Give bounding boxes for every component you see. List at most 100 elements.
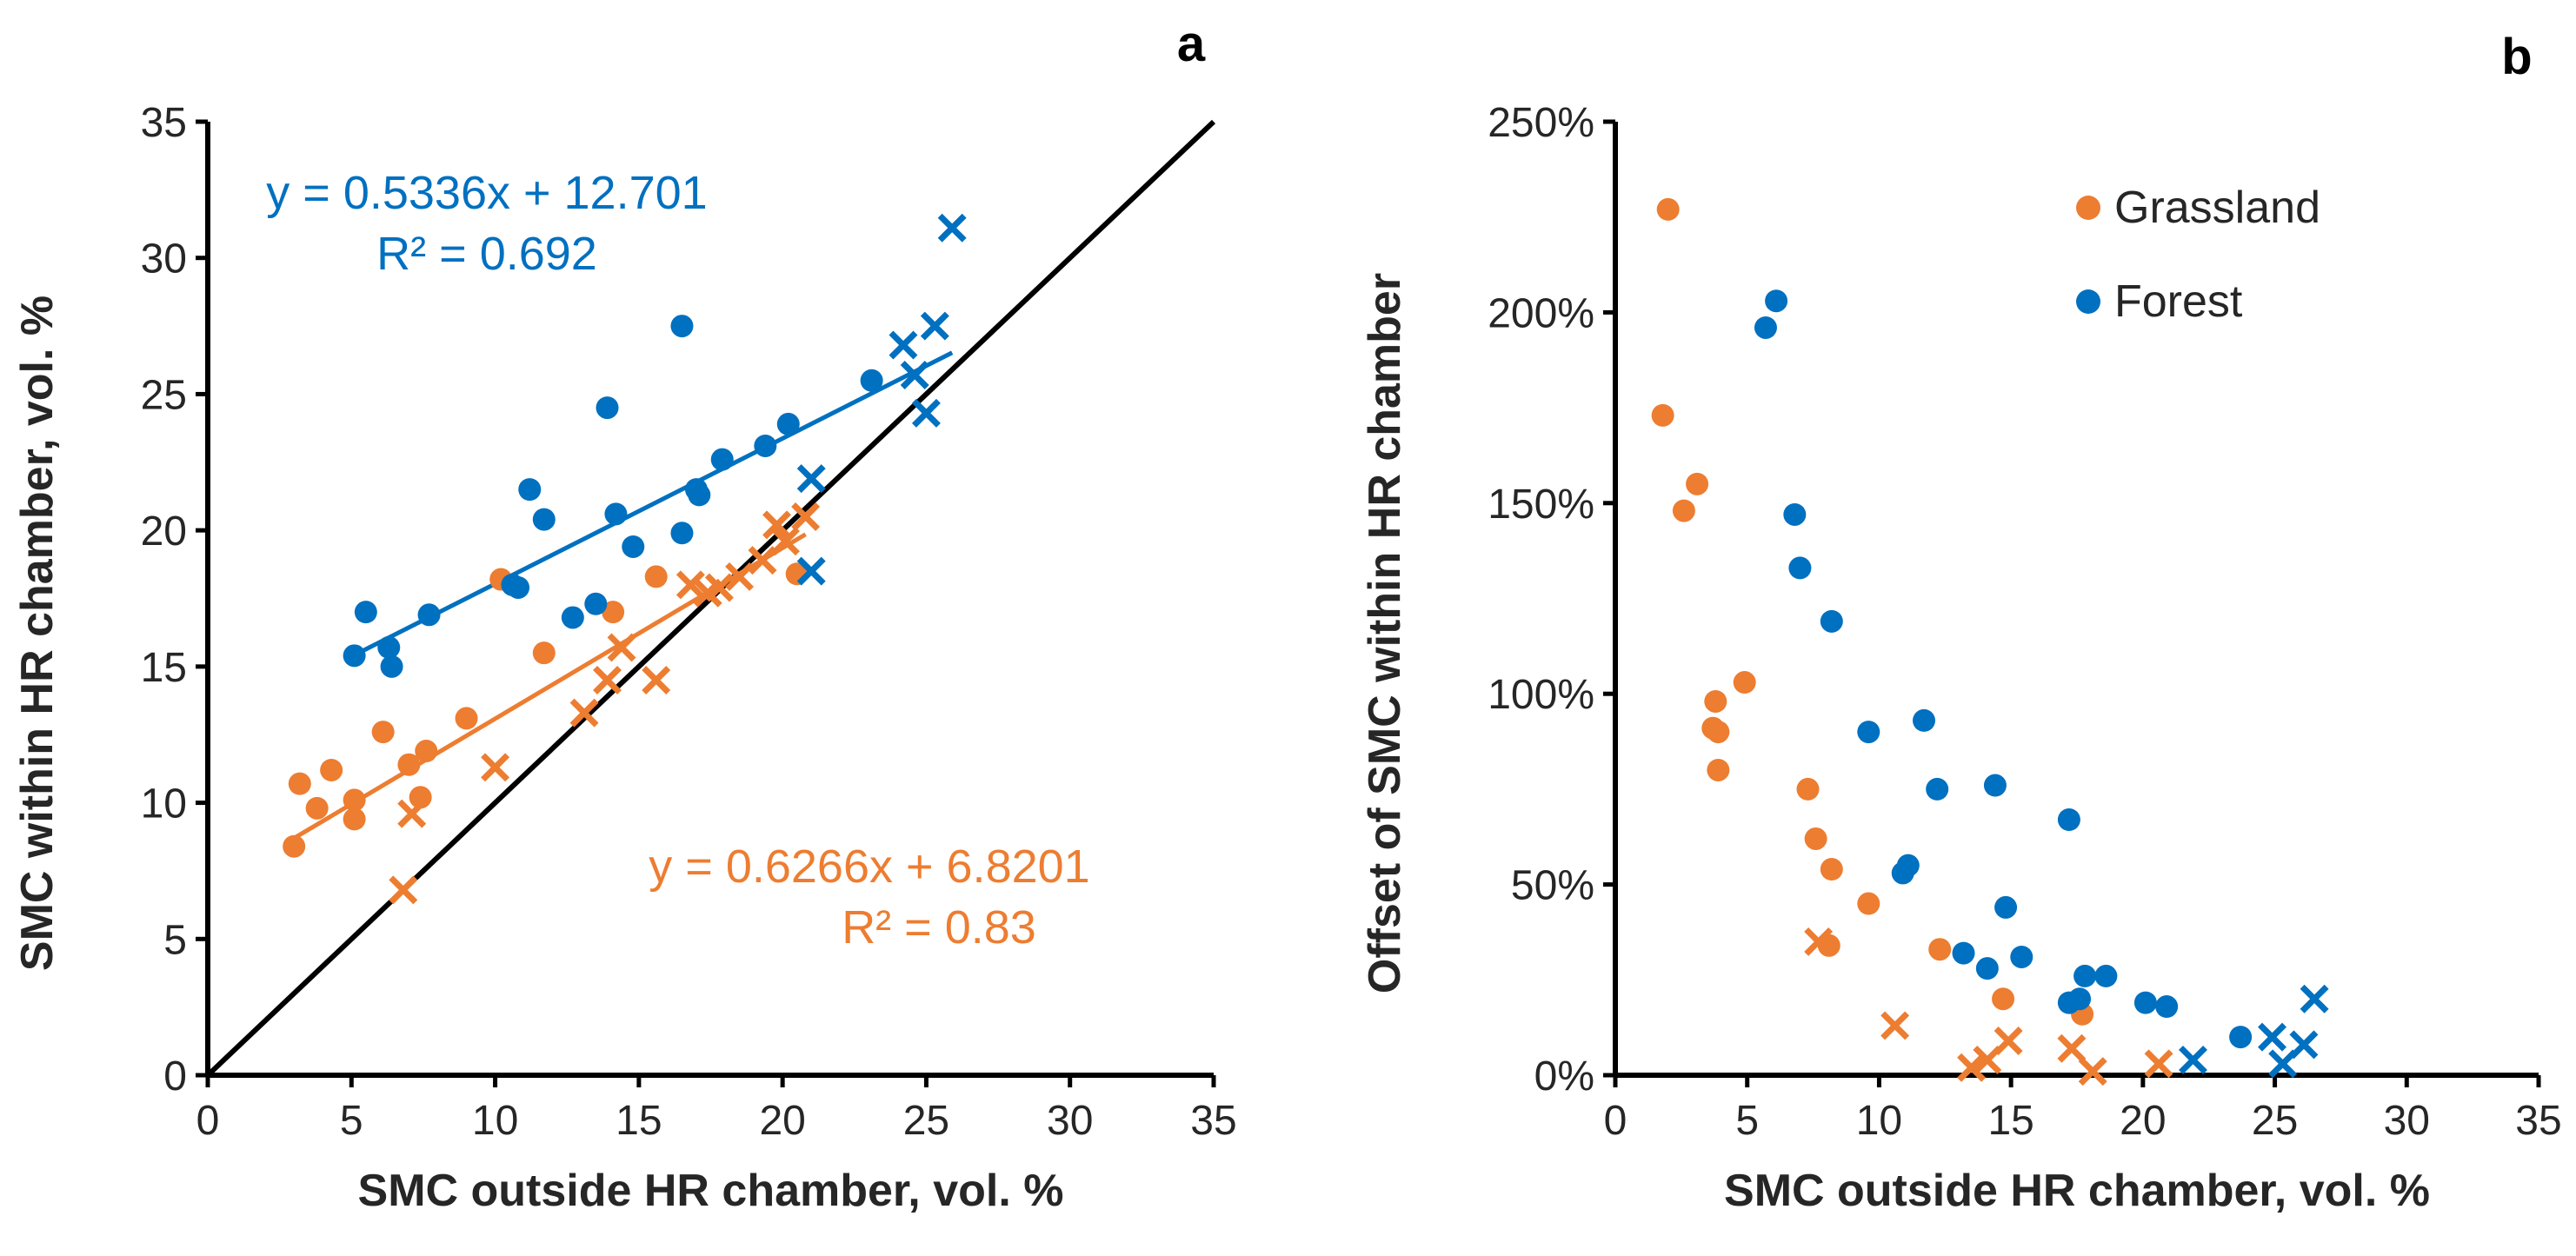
grassland-cross-point — [2057, 1033, 2087, 1063]
grassland-cross-point — [748, 546, 777, 575]
grassland-circle-point — [397, 753, 421, 776]
grassland-cross-point — [2078, 1057, 2107, 1087]
y-tick-label: 10 — [141, 781, 187, 827]
grassland-circle-point — [644, 565, 668, 588]
forest-cross-point — [2179, 1045, 2207, 1074]
forest-circle-point — [776, 412, 800, 435]
grassland-circle-point — [1707, 721, 1730, 744]
forest-circle-point — [670, 522, 694, 545]
forest-circle-point — [1783, 502, 1807, 526]
forest-circle-point — [596, 396, 619, 420]
forest-circle-point — [1754, 316, 1777, 339]
forest-circle-point — [1994, 895, 2018, 919]
forest-circle-point — [710, 448, 734, 471]
y-tick-label: 15 — [141, 645, 187, 691]
forest-circle-point — [1926, 777, 1949, 801]
forest-circle-point — [532, 508, 556, 531]
forest-cross-point — [796, 556, 826, 586]
grassland-circle-point — [305, 796, 329, 820]
y-tick-label: 20 — [141, 508, 187, 555]
forest-cross-point — [796, 464, 826, 494]
grassland-circle-point — [455, 707, 478, 730]
forest-circle-point — [1765, 289, 1788, 313]
grassland-circle-point — [1992, 987, 2015, 1011]
forest-circle-point — [1952, 941, 1975, 965]
forest-cross-point — [911, 398, 941, 428]
forest-cross-point — [2289, 1030, 2319, 1060]
forest-circle-point — [2057, 808, 2080, 832]
forest-circle-point — [1820, 609, 1843, 633]
grassland-cross-point — [770, 527, 800, 556]
forest-equation: y = 0.5336x + 12.701 — [266, 167, 707, 219]
panel-label: b — [2501, 29, 2532, 85]
grassland-circle-point — [343, 807, 366, 831]
y-tick-label: 5 — [163, 917, 187, 963]
grassland-cross-point — [569, 698, 599, 728]
y-tick-label: 100% — [1488, 672, 1594, 718]
grassland-circle-point — [1796, 777, 1820, 801]
x-tick-label: 20 — [2120, 1098, 2166, 1144]
forest-circle-point — [417, 603, 441, 627]
grassland-circle-point — [343, 788, 366, 812]
grassland-circle-point — [288, 772, 311, 795]
legend-label: Forest — [2114, 276, 2243, 327]
grassland-circle-point — [1707, 758, 1730, 781]
forest-circle-point — [377, 635, 401, 659]
grassland-cross-point — [1957, 1053, 1987, 1082]
x-tick-label: 35 — [1190, 1098, 1236, 1144]
forest-circle-point — [1913, 708, 1936, 732]
forest-circle-point — [2010, 945, 2034, 968]
forest-cross-point — [920, 311, 949, 341]
grassland-circle-point — [1857, 892, 1880, 915]
y-tick-label: 0% — [1534, 1053, 1594, 1100]
x-tick-label: 0 — [196, 1098, 220, 1144]
x-tick-label: 10 — [1856, 1098, 1902, 1144]
forest-circle-point — [670, 315, 694, 338]
x-axis-title: SMC outside HR chamber, vol. % — [1724, 1166, 2430, 1216]
forest-circle-point — [380, 655, 403, 678]
x-tick-label: 0 — [1604, 1098, 1627, 1144]
forest-circle-point — [2133, 991, 2157, 1014]
forest-circle-point — [754, 434, 777, 457]
y-axis-title: SMC within HR chamber, vol. % — [12, 296, 63, 971]
grassland-circle-point — [409, 786, 432, 809]
panel-b: 0 5 10 15 20 25 30 35 0% 50% 100% 150% 200% 250% SMC o… — [1360, 29, 2562, 1216]
forest-circle-point — [561, 606, 584, 629]
x-tick-label: 30 — [1047, 1098, 1093, 1144]
x-tick-label: 25 — [903, 1098, 949, 1144]
grassland-circle-point — [415, 740, 438, 763]
grassland-circle-point — [1672, 499, 1695, 522]
y-tick-label: 0 — [163, 1053, 187, 1100]
forest-circle-point — [2073, 964, 2097, 987]
grassland-circle-point — [1686, 472, 1709, 495]
forest-circle-point — [2155, 995, 2179, 1019]
forest-circle-point — [584, 592, 608, 615]
grassland-r2: R² = 0.83 — [842, 901, 1036, 954]
forest-circle-point — [2229, 1026, 2253, 1049]
y-tick-label: 25 — [141, 372, 187, 418]
forest-circle-point — [1788, 556, 1812, 580]
panel-a: 0 5 10 15 20 25 30 35 0 5 10 15 20 25 30 35 SMC outside … — [12, 16, 1237, 1216]
legend-marker-forest — [2076, 289, 2100, 314]
forest-cross-point — [2258, 1022, 2287, 1052]
y-axis-title: Offset of SMC within HR chamber — [1360, 273, 1410, 994]
grassland-equation: y = 0.6266x + 6.8201 — [649, 841, 1089, 893]
forest-circle-point — [501, 573, 524, 596]
grassland-circle-point — [283, 834, 306, 858]
grassland-cross-point — [607, 633, 636, 662]
grassland-circle-point — [1704, 689, 1727, 713]
y-tick-label: 200% — [1488, 290, 1594, 336]
x-tick-label: 25 — [2252, 1098, 2298, 1144]
forest-cross-point — [889, 330, 918, 360]
panel-label: a — [1177, 16, 1206, 72]
forest-circle-point — [604, 502, 628, 526]
grassland-circle-point — [1820, 858, 1843, 881]
grassland-cross-point — [397, 799, 427, 828]
x-tick-label: 30 — [2384, 1098, 2430, 1144]
x-tick-label: 15 — [1987, 1098, 2034, 1144]
forest-circle-point — [518, 478, 542, 502]
grassland-circle-point — [1804, 827, 1827, 850]
forest-circle-point — [1983, 774, 2007, 797]
grassland-cross-point — [2144, 1049, 2173, 1079]
forest-r2: R² = 0.692 — [376, 228, 597, 280]
